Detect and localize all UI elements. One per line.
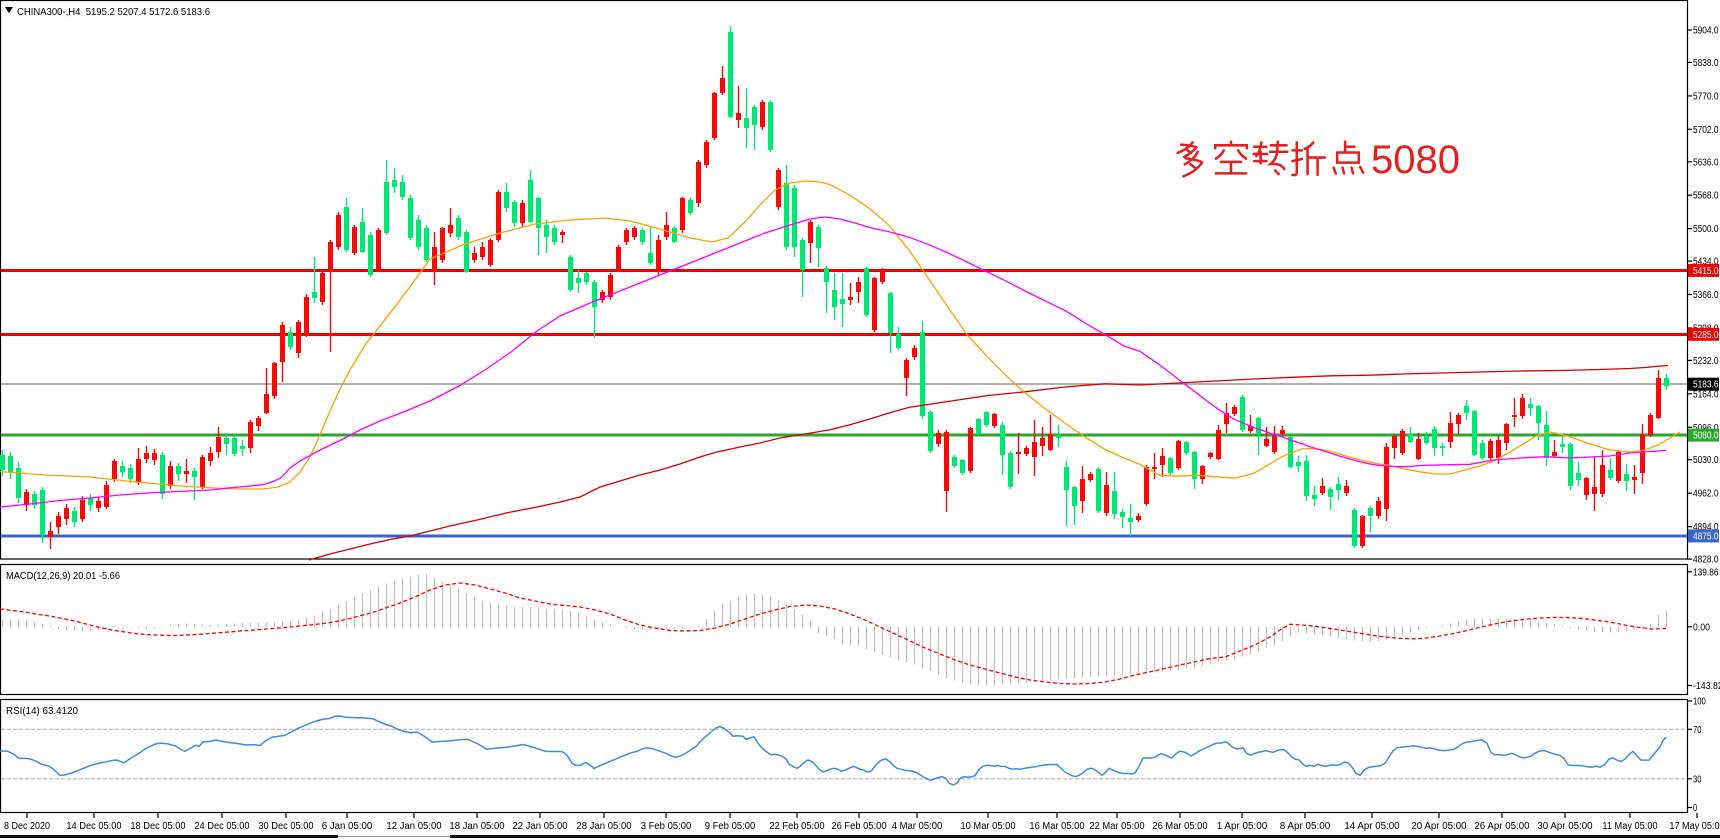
svg-text:22 Jan 05:00: 22 Jan 05:00 bbox=[512, 821, 568, 832]
svg-text:12 Jan 05:00: 12 Jan 05:00 bbox=[386, 821, 442, 832]
svg-text:-143.82: -143.82 bbox=[1693, 681, 1720, 692]
svg-text:28 Jan 05:00: 28 Jan 05:00 bbox=[576, 821, 632, 832]
svg-text:0.00: 0.00 bbox=[1693, 622, 1710, 633]
svg-text:5500.0: 5500.0 bbox=[1693, 224, 1719, 235]
svg-text:1 Apr 05:00: 1 Apr 05:00 bbox=[1217, 821, 1268, 832]
svg-text:0: 0 bbox=[1693, 803, 1698, 814]
svg-text:4875.0: 4875.0 bbox=[1693, 531, 1719, 542]
svg-text:26 Feb 05:00: 26 Feb 05:00 bbox=[831, 821, 887, 832]
svg-text:5636.0: 5636.0 bbox=[1693, 157, 1719, 168]
svg-text:4828.0: 4828.0 bbox=[1693, 555, 1719, 566]
svg-text:4 Mar 05:00: 4 Mar 05:00 bbox=[892, 821, 943, 832]
svg-text:20 Apr 05:00: 20 Apr 05:00 bbox=[1411, 821, 1467, 832]
svg-text:16 Mar 05:00: 16 Mar 05:00 bbox=[1029, 821, 1085, 832]
svg-text:70: 70 bbox=[1693, 725, 1702, 736]
svg-text:4962.0: 4962.0 bbox=[1693, 489, 1719, 500]
svg-text:5770.0: 5770.0 bbox=[1693, 91, 1719, 102]
svg-text:11 May 05:00: 11 May 05:00 bbox=[1602, 821, 1658, 832]
svg-text:5096.0: 5096.0 bbox=[1693, 423, 1719, 434]
svg-text:5904.0: 5904.0 bbox=[1693, 26, 1719, 37]
svg-text:100: 100 bbox=[1693, 697, 1706, 708]
svg-text:5434.0: 5434.0 bbox=[1693, 257, 1719, 268]
svg-text:8 Dec 2020: 8 Dec 2020 bbox=[4, 821, 50, 832]
svg-text:4894.0: 4894.0 bbox=[1693, 522, 1719, 533]
svg-text:6 Jan 05:00: 6 Jan 05:00 bbox=[322, 821, 373, 832]
svg-text:5183.6: 5183.6 bbox=[1693, 380, 1719, 391]
svg-text:5232.0: 5232.0 bbox=[1693, 356, 1719, 367]
svg-text:5366.0: 5366.0 bbox=[1693, 290, 1719, 301]
svg-text:5164.0: 5164.0 bbox=[1693, 389, 1719, 400]
svg-text:10 Mar 05:00: 10 Mar 05:00 bbox=[960, 821, 1016, 832]
svg-text:17 May 05:00: 17 May 05:00 bbox=[1669, 821, 1720, 832]
svg-text:3 Feb 05:00: 3 Feb 05:00 bbox=[641, 821, 692, 832]
svg-text:RSI(14) 63.4120: RSI(14) 63.4120 bbox=[6, 705, 78, 717]
svg-text:14 Apr 05:00: 14 Apr 05:00 bbox=[1344, 821, 1400, 832]
svg-text:30 Dec 05:00: 30 Dec 05:00 bbox=[258, 821, 314, 832]
svg-text:5702.0: 5702.0 bbox=[1693, 125, 1719, 136]
svg-text:5838.0: 5838.0 bbox=[1693, 58, 1719, 69]
svg-text:22 Mar 05:00: 22 Mar 05:00 bbox=[1089, 821, 1145, 832]
svg-text:18 Jan 05:00: 18 Jan 05:00 bbox=[449, 821, 505, 832]
svg-text:5080: 5080 bbox=[1371, 138, 1460, 182]
svg-text:5415.0: 5415.0 bbox=[1693, 266, 1719, 277]
svg-text:30 Apr 05:00: 30 Apr 05:00 bbox=[1537, 821, 1593, 832]
svg-text:26 Mar 05:00: 26 Mar 05:00 bbox=[1152, 821, 1208, 832]
svg-text:MACD(12,26,9) 20.01 -5.66: MACD(12,26,9) 20.01 -5.66 bbox=[6, 570, 120, 582]
svg-text:22 Feb 05:00: 22 Feb 05:00 bbox=[769, 821, 825, 832]
svg-text:5030.0: 5030.0 bbox=[1693, 455, 1719, 466]
svg-text:26 Apr 05:00: 26 Apr 05:00 bbox=[1474, 821, 1530, 832]
svg-text:CHINA300-,H4 5195.2 5207.4 51: CHINA300-,H4 5195.2 5207.4 5172.6 5183.6 bbox=[17, 6, 210, 18]
svg-text:139.86: 139.86 bbox=[1693, 567, 1719, 578]
svg-text:5080.0: 5080.0 bbox=[1693, 431, 1719, 442]
svg-text:5568.0: 5568.0 bbox=[1693, 191, 1719, 202]
svg-text:5285.0: 5285.0 bbox=[1693, 330, 1719, 341]
svg-text:9 Feb 05:00: 9 Feb 05:00 bbox=[705, 821, 756, 832]
svg-text:30: 30 bbox=[1693, 774, 1702, 785]
svg-text:24 Dec 05:00: 24 Dec 05:00 bbox=[194, 821, 250, 832]
svg-text:8 Apr 05:00: 8 Apr 05:00 bbox=[1280, 821, 1331, 832]
svg-text:18 Dec 05:00: 18 Dec 05:00 bbox=[130, 821, 186, 832]
svg-text:14 Dec 05:00: 14 Dec 05:00 bbox=[66, 821, 122, 832]
